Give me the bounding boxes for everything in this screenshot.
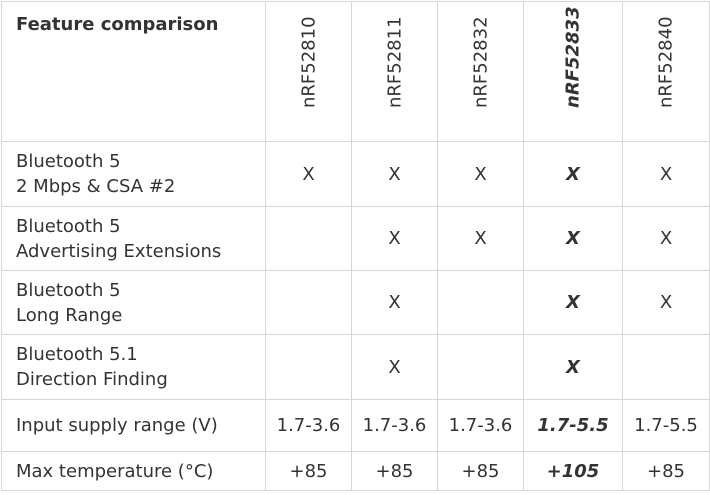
cell: +85 bbox=[351, 451, 438, 491]
table-title: Feature comparison bbox=[1, 1, 266, 142]
table-row: Input supply range (V) 1.7-3.6 1.7-3.6 1.7-… bbox=[1, 399, 710, 452]
label-line: Direction Finding bbox=[16, 369, 168, 390]
label-line: Input supply range (V) bbox=[16, 415, 218, 436]
cell: X bbox=[622, 141, 710, 207]
cell: 1.7-3.6 bbox=[265, 399, 352, 452]
column-header: nRF52811 bbox=[351, 1, 438, 142]
table-row: Bluetooth 5 Long Range X X X bbox=[1, 270, 710, 335]
column-header: nRF52810 bbox=[265, 1, 352, 142]
cell: X bbox=[351, 270, 438, 335]
cell bbox=[437, 334, 524, 400]
cell bbox=[265, 206, 352, 271]
column-name: nRF52840 bbox=[655, 16, 677, 108]
label-line: Bluetooth 5 bbox=[16, 215, 121, 237]
cell: X bbox=[351, 334, 438, 400]
column-header: nRF52832 bbox=[437, 1, 524, 142]
cell: +105 bbox=[523, 451, 623, 491]
cell: X bbox=[622, 206, 710, 271]
label-line: Long Range bbox=[16, 304, 123, 326]
cell bbox=[265, 334, 352, 400]
cell: X bbox=[437, 206, 524, 271]
cell bbox=[622, 334, 710, 400]
column-name: nRF52810 bbox=[298, 16, 319, 108]
column-name: nRF52832 bbox=[470, 16, 491, 108]
label-line: Bluetooth 5 bbox=[16, 151, 121, 172]
cell: 1.7-3.6 bbox=[437, 399, 524, 452]
cell: X bbox=[351, 141, 438, 207]
label-line: 2 Mbps & CSA #2 bbox=[16, 176, 176, 197]
table-row: Max temperature (°C) +85 +85 +85 +105 +85 bbox=[1, 451, 710, 491]
cell bbox=[437, 270, 524, 335]
cell: +85 bbox=[622, 451, 710, 491]
header-row: Feature comparison nRF52810 nRF52811 nRF52… bbox=[1, 1, 710, 142]
cell: +85 bbox=[437, 451, 524, 491]
column-header: nRF52833 bbox=[523, 1, 623, 142]
row-label: Bluetooth 5 Advertising Extensions bbox=[1, 206, 266, 271]
table-row: Bluetooth 5 Advertising Extensions X X X X bbox=[1, 206, 710, 271]
cell: X bbox=[265, 141, 352, 207]
cell: X bbox=[437, 141, 524, 207]
cell: +85 bbox=[265, 451, 352, 491]
row-label: Bluetooth 5 2 Mbps & CSA #2 bbox=[1, 141, 266, 207]
cell: X bbox=[523, 141, 623, 207]
column-name: nRF52833 bbox=[562, 6, 584, 108]
column-header: nRF52840 bbox=[622, 1, 710, 142]
cell: 1.7-3.6 bbox=[351, 399, 438, 452]
cell: 1.7-5.5 bbox=[622, 399, 710, 452]
row-label: Max temperature (°C) bbox=[1, 451, 266, 491]
row-label: Bluetooth 5.1 Direction Finding bbox=[1, 334, 266, 400]
label-line: Advertising Extensions bbox=[16, 240, 222, 262]
cell: X bbox=[523, 334, 623, 400]
row-label: Bluetooth 5 Long Range bbox=[1, 270, 266, 335]
cell: 1.7-5.5 bbox=[523, 399, 623, 452]
column-name: nRF52811 bbox=[384, 16, 405, 108]
table-row: Bluetooth 5.1 Direction Finding X X bbox=[1, 334, 710, 400]
cell: X bbox=[622, 270, 710, 335]
cell: X bbox=[351, 206, 438, 271]
label-line: Max temperature (°C) bbox=[16, 460, 214, 482]
label-line: Bluetooth 5 bbox=[16, 279, 121, 301]
cell: X bbox=[523, 270, 623, 335]
label-line: Bluetooth 5.1 bbox=[16, 344, 138, 365]
row-label: Input supply range (V) bbox=[1, 399, 266, 452]
cell: X bbox=[523, 206, 623, 271]
cell bbox=[265, 270, 352, 335]
